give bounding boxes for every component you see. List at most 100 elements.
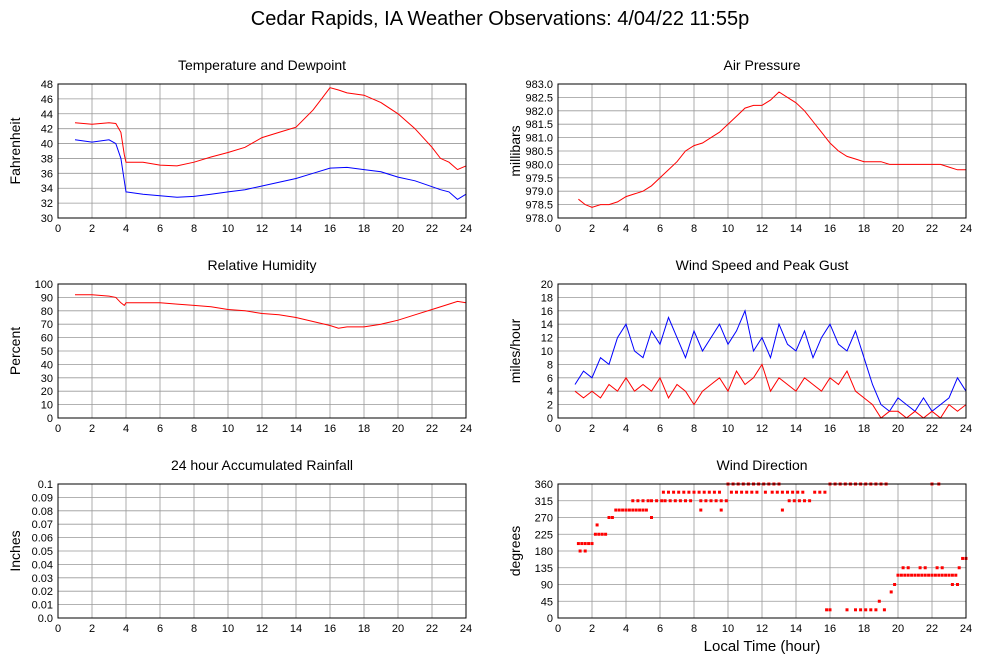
y-axis-label: degrees	[507, 526, 523, 577]
direction-point	[797, 499, 801, 503]
x-axis-label: Local Time (hour)	[704, 638, 821, 655]
y-tick-label: 30	[41, 213, 53, 225]
x-tick-label: 18	[358, 223, 370, 235]
y-tick-label: 44	[41, 109, 53, 121]
direction-point	[828, 608, 832, 612]
direction-point	[593, 532, 597, 536]
direction-point	[916, 573, 920, 577]
y-tick-label: 180	[535, 546, 553, 558]
x-tick-label: 14	[790, 623, 802, 635]
direction-point	[950, 573, 954, 577]
direction-point	[644, 508, 648, 512]
plot-frame	[557, 83, 967, 219]
direction-point	[920, 573, 924, 577]
direction-point	[940, 573, 944, 577]
chart-title: Air Pressure	[723, 57, 800, 73]
direction-point	[607, 516, 611, 519]
x-tick-label: 18	[358, 423, 370, 435]
y-tick-label: 16	[541, 306, 553, 318]
y-tick-label: 978.0	[525, 213, 553, 225]
direction-point	[580, 542, 584, 546]
chart-title: Temperature and Dewpoint	[178, 57, 346, 73]
direction-point	[937, 573, 941, 577]
x-tick-label: 4	[623, 623, 629, 635]
x-tick-label: 4	[623, 423, 629, 435]
direction-point	[796, 490, 800, 494]
y-tick-label: 315	[535, 496, 553, 508]
x-tick-label: 8	[691, 623, 697, 635]
x-tick-label: 20	[892, 623, 904, 635]
direction-point	[707, 490, 711, 494]
direction-point	[763, 490, 767, 494]
direction-point	[927, 573, 931, 577]
direction-point	[610, 516, 614, 519]
direction-point	[578, 549, 582, 553]
direction-point	[617, 508, 621, 512]
x-tick-label: 8	[191, 423, 197, 435]
y-tick-label: 30	[41, 373, 53, 385]
direction-point	[677, 490, 681, 494]
x-tick-label: 2	[589, 223, 595, 235]
direction-point	[808, 499, 812, 503]
x-tick-label: 10	[722, 223, 734, 235]
y-tick-label: 70	[41, 319, 53, 331]
chart-title: 24 hour Accumulated Rainfall	[171, 457, 353, 473]
x-tick-label: 12	[756, 423, 768, 435]
y-tick-label: 0.01	[32, 600, 53, 612]
y-tick-label: 360	[535, 479, 553, 491]
x-tick-label: 22	[926, 223, 938, 235]
x-tick-label: 22	[926, 623, 938, 635]
direction-point	[699, 499, 703, 503]
direction-point	[604, 532, 608, 536]
direction-point	[682, 490, 686, 494]
direction-point	[729, 490, 733, 494]
temperature-dewpoint-chart: Temperature and Dewpoint3032343638404244…	[7, 57, 472, 235]
direction-point	[859, 608, 863, 612]
series-line-red	[75, 294, 467, 329]
x-tick-label-origin: 0	[55, 623, 61, 635]
y-tick-label: 0	[47, 413, 53, 425]
plot-frame	[57, 83, 467, 219]
direction-point	[678, 499, 682, 503]
plot-frame	[57, 283, 467, 419]
x-tick-label: 4	[123, 423, 129, 435]
y-axis-label: miles/hour	[507, 318, 523, 383]
x-tick-label: 12	[756, 223, 768, 235]
x-tick-label-origin: 0	[555, 223, 561, 235]
y-tick-label: 20	[41, 386, 53, 398]
direction-point	[702, 490, 706, 494]
y-tick-label: 36	[41, 168, 53, 180]
x-tick-label: 16	[824, 223, 836, 235]
direction-point	[631, 508, 635, 512]
x-tick-label: 24	[960, 223, 972, 235]
y-tick-label: 980.0	[525, 159, 553, 171]
y-tick-label: 0.07	[32, 519, 53, 531]
direction-point	[704, 499, 708, 503]
x-tick-label: 12	[256, 223, 268, 235]
direction-point	[854, 608, 857, 612]
x-tick-label: 2	[589, 623, 595, 635]
direction-point	[896, 573, 900, 577]
y-axis-label: millibars	[507, 125, 523, 176]
direction-point	[893, 583, 897, 586]
direction-point	[944, 573, 948, 577]
direction-point	[697, 490, 701, 494]
x-tick-label: 2	[89, 223, 95, 235]
x-tick-label: 10	[222, 423, 234, 435]
direction-point	[874, 608, 878, 612]
y-tick-label: 20	[541, 279, 553, 291]
y-tick-label: 0	[547, 613, 553, 625]
direction-point	[650, 516, 653, 519]
direction-point	[699, 508, 703, 512]
y-tick-label: 6	[547, 373, 553, 385]
y-tick-label: 8	[547, 359, 553, 371]
series-line-red	[578, 91, 966, 208]
direction-point	[791, 490, 795, 494]
direction-point	[660, 499, 664, 503]
y-tick-label: 40	[41, 359, 53, 371]
y-tick-label: 0.1	[38, 479, 53, 491]
y-tick-label: 60	[41, 333, 53, 345]
direction-point	[930, 573, 934, 577]
x-tick-label: 4	[123, 623, 129, 635]
